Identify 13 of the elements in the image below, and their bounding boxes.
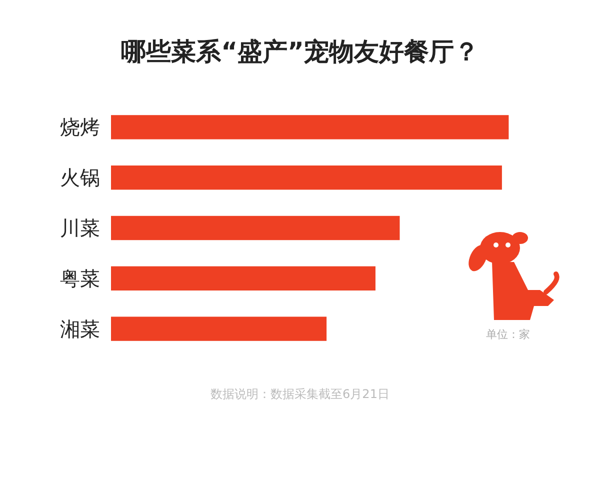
y-tick-label: 火锅 (60, 166, 100, 190)
chart-title: 哪些菜系“盛产”宠物友好餐厅？ (121, 37, 479, 66)
bar (111, 115, 509, 140)
bar (111, 266, 376, 290)
bar (111, 166, 502, 190)
bar (111, 316, 327, 341)
y-tick-label: 烧烤 (60, 115, 100, 140)
annotation: 单位：家 (486, 328, 530, 341)
text: 数据说明：数据采集截至6月21日 (210, 387, 390, 401)
y-tick-label: 粤菜 (60, 266, 100, 290)
bar (111, 216, 400, 240)
y-tick-label: 川菜 (60, 216, 100, 240)
y-tick-label: 湘菜 (60, 316, 100, 341)
